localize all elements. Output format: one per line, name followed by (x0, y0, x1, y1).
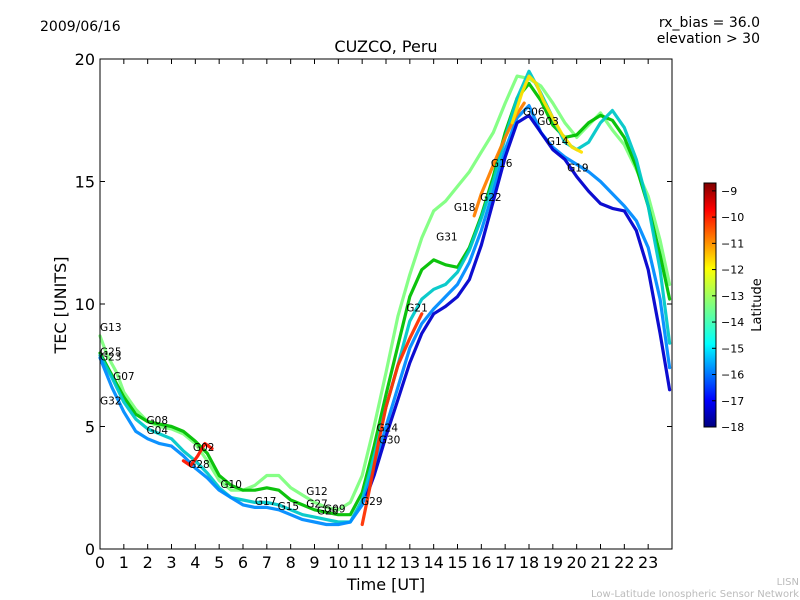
satellite-label-g02: G02 (193, 442, 215, 454)
satellite-label-g26: G26 (317, 506, 339, 518)
x-tick-label-17: 17 (495, 553, 515, 572)
satellite-label-g32: G32 (100, 395, 122, 407)
colorbar-tick-label-8: −17 (721, 395, 744, 408)
y-tick-label-15: 15 (75, 173, 95, 192)
x-tick-label-16: 16 (471, 553, 491, 572)
x-tick-label-6: 6 (238, 553, 248, 572)
satellite-label-g23: G23 (100, 351, 122, 363)
x-tick-label-2: 2 (143, 553, 153, 572)
footer-network: Low-Latitude Ionospheric Sensor Network (591, 589, 799, 600)
satellite-label-g30: G30 (379, 435, 401, 447)
colorbar-tick-label-7: −16 (721, 369, 744, 382)
satellite-label-g07: G07 (113, 371, 135, 383)
x-tick-label-4: 4 (190, 553, 200, 572)
series-trace-1 (98, 81, 672, 517)
satellite-label-g10: G10 (220, 479, 242, 491)
y-tick-label-10: 10 (75, 295, 95, 314)
x-tick-label-5: 5 (214, 553, 224, 572)
x-tick-label-21: 21 (590, 553, 610, 572)
series-layer (98, 69, 672, 527)
satellite-label-g14: G14 (547, 136, 569, 148)
x-tick-label-1: 1 (119, 553, 129, 572)
colorbar-tick-label-6: −15 (721, 342, 744, 355)
satellite-label-g19: G19 (567, 163, 589, 175)
series-trace-7 (510, 74, 584, 154)
colorbar-ticks: −9 −10 −11 −12 −13 −14 −15 −16 −17 −18 (712, 185, 744, 434)
satellite-label-g31: G31 (436, 231, 458, 243)
colorbar-tick-label-1: −10 (721, 211, 744, 224)
series-trace-5 (360, 312, 424, 527)
satellite-label-g15: G15 (278, 501, 300, 513)
colorbar-tick-label-3: −12 (721, 264, 744, 277)
x-tick-label-0: 0 (95, 553, 105, 572)
colorbar (703, 182, 717, 428)
x-ticks: 0 1 2 3 4 5 6 7 8 9 10 11 12 13 14 15 16 17 18 19 20 21 22 23 (95, 59, 658, 572)
satellite-label-g22: G22 (480, 192, 502, 204)
x-tick-label-22: 22 (614, 553, 634, 572)
series-trace-3 (98, 103, 672, 527)
satellite-label-g24: G24 (377, 422, 399, 434)
x-tick-label-9: 9 (309, 553, 319, 572)
date-label: 2009/06/16 (40, 19, 121, 35)
x-axis-label: Time [UT] (346, 575, 425, 594)
y-tick-label-0: 0 (85, 540, 95, 559)
y-tick-label-20: 20 (75, 50, 95, 69)
satellite-label-g12: G12 (306, 486, 328, 498)
series-trace-2 (98, 69, 672, 524)
y-axis-label: TEC [UNITS] (51, 257, 70, 355)
satellite-label-g04: G04 (147, 425, 169, 437)
satellite-label-g09: G09 (324, 503, 346, 515)
colorbar-tick-label-9: −18 (721, 421, 744, 434)
satellite-label-g16: G16 (491, 158, 513, 170)
satellite-label-g29: G29 (361, 496, 383, 508)
x-tick-label-7: 7 (262, 553, 272, 572)
x-tick-label-12: 12 (376, 553, 396, 572)
elevation-label: elevation > 30 (657, 31, 760, 47)
plot-frame (99, 58, 673, 550)
x-tick-label-18: 18 (519, 553, 539, 572)
x-tick-label-14: 14 (423, 553, 443, 572)
satellite-label-g25: G25 (100, 346, 122, 358)
x-tick-label-15: 15 (447, 553, 467, 572)
x-tick-label-3: 3 (166, 553, 176, 572)
rx-bias-label: rx_bias = 36.0 (659, 15, 760, 31)
x-tick-label-10: 10 (328, 553, 348, 572)
satellite-label-g27: G27 (306, 498, 328, 510)
colorbar-label: Latitude (750, 278, 765, 332)
satellite-label-g13: G13 (100, 322, 122, 334)
colorbar-tick-label-5: −14 (721, 316, 744, 329)
colorbar-tick-label-4: −13 (721, 290, 744, 303)
x-tick-label-20: 20 (566, 553, 586, 572)
satellite-label-g17: G17 (255, 496, 277, 508)
satellite-label-g03: G03 (537, 116, 559, 128)
satellite-label-g06: G06 (523, 106, 545, 118)
y-tick-label-5: 5 (85, 418, 95, 437)
satellite-label-g08: G08 (147, 415, 169, 427)
x-tick-label-13: 13 (400, 553, 420, 572)
x-tick-label-19: 19 (543, 553, 563, 572)
x-tick-label-8: 8 (286, 553, 296, 572)
x-tick-label-23: 23 (638, 553, 658, 572)
colorbar-tick-label-2: −11 (721, 237, 744, 250)
series-trace-8 (181, 442, 214, 468)
x-tick-label-11: 11 (352, 553, 372, 572)
satellite-label-g28: G28 (188, 459, 210, 471)
satellite-label-g18: G18 (454, 202, 476, 214)
chart-title: CUZCO, Peru (334, 37, 437, 56)
satellite-label-g21: G21 (406, 302, 428, 314)
colorbar-tick-label-0: −9 (721, 185, 737, 198)
series-trace-4 (365, 113, 672, 497)
footer-lisn: LISN (777, 577, 799, 588)
y-ticks: 0 5 10 15 20 (75, 50, 672, 559)
